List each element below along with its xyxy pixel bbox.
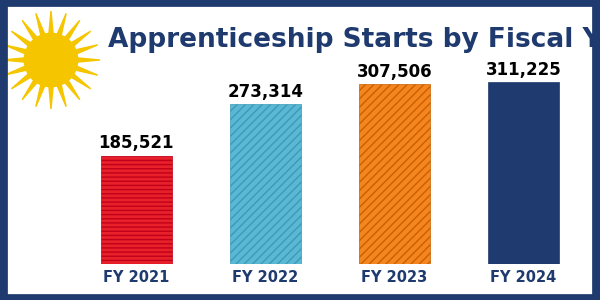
Bar (101, 156, 172, 264)
Polygon shape (11, 31, 51, 60)
Polygon shape (4, 45, 51, 60)
Polygon shape (36, 14, 51, 60)
Polygon shape (51, 60, 98, 75)
Polygon shape (51, 20, 80, 60)
Polygon shape (36, 60, 51, 106)
Bar (488, 82, 559, 264)
Text: 311,225: 311,225 (486, 61, 562, 79)
Polygon shape (49, 11, 53, 60)
Polygon shape (51, 60, 91, 89)
Polygon shape (22, 60, 51, 100)
Bar (359, 85, 430, 264)
Text: 273,314: 273,314 (227, 83, 304, 101)
Polygon shape (11, 60, 51, 89)
Polygon shape (51, 60, 80, 100)
Text: 307,506: 307,506 (357, 63, 433, 81)
Polygon shape (51, 60, 66, 106)
Polygon shape (2, 58, 51, 62)
Circle shape (25, 33, 77, 87)
Text: Apprenticeship Starts by Fiscal Year: Apprenticeship Starts by Fiscal Year (108, 27, 600, 53)
Bar (230, 104, 301, 264)
Polygon shape (51, 58, 100, 62)
Polygon shape (51, 45, 98, 60)
Polygon shape (22, 20, 51, 60)
Polygon shape (51, 14, 66, 60)
Text: 185,521: 185,521 (98, 134, 174, 152)
Polygon shape (4, 60, 51, 75)
Polygon shape (51, 31, 91, 60)
Polygon shape (49, 60, 53, 109)
